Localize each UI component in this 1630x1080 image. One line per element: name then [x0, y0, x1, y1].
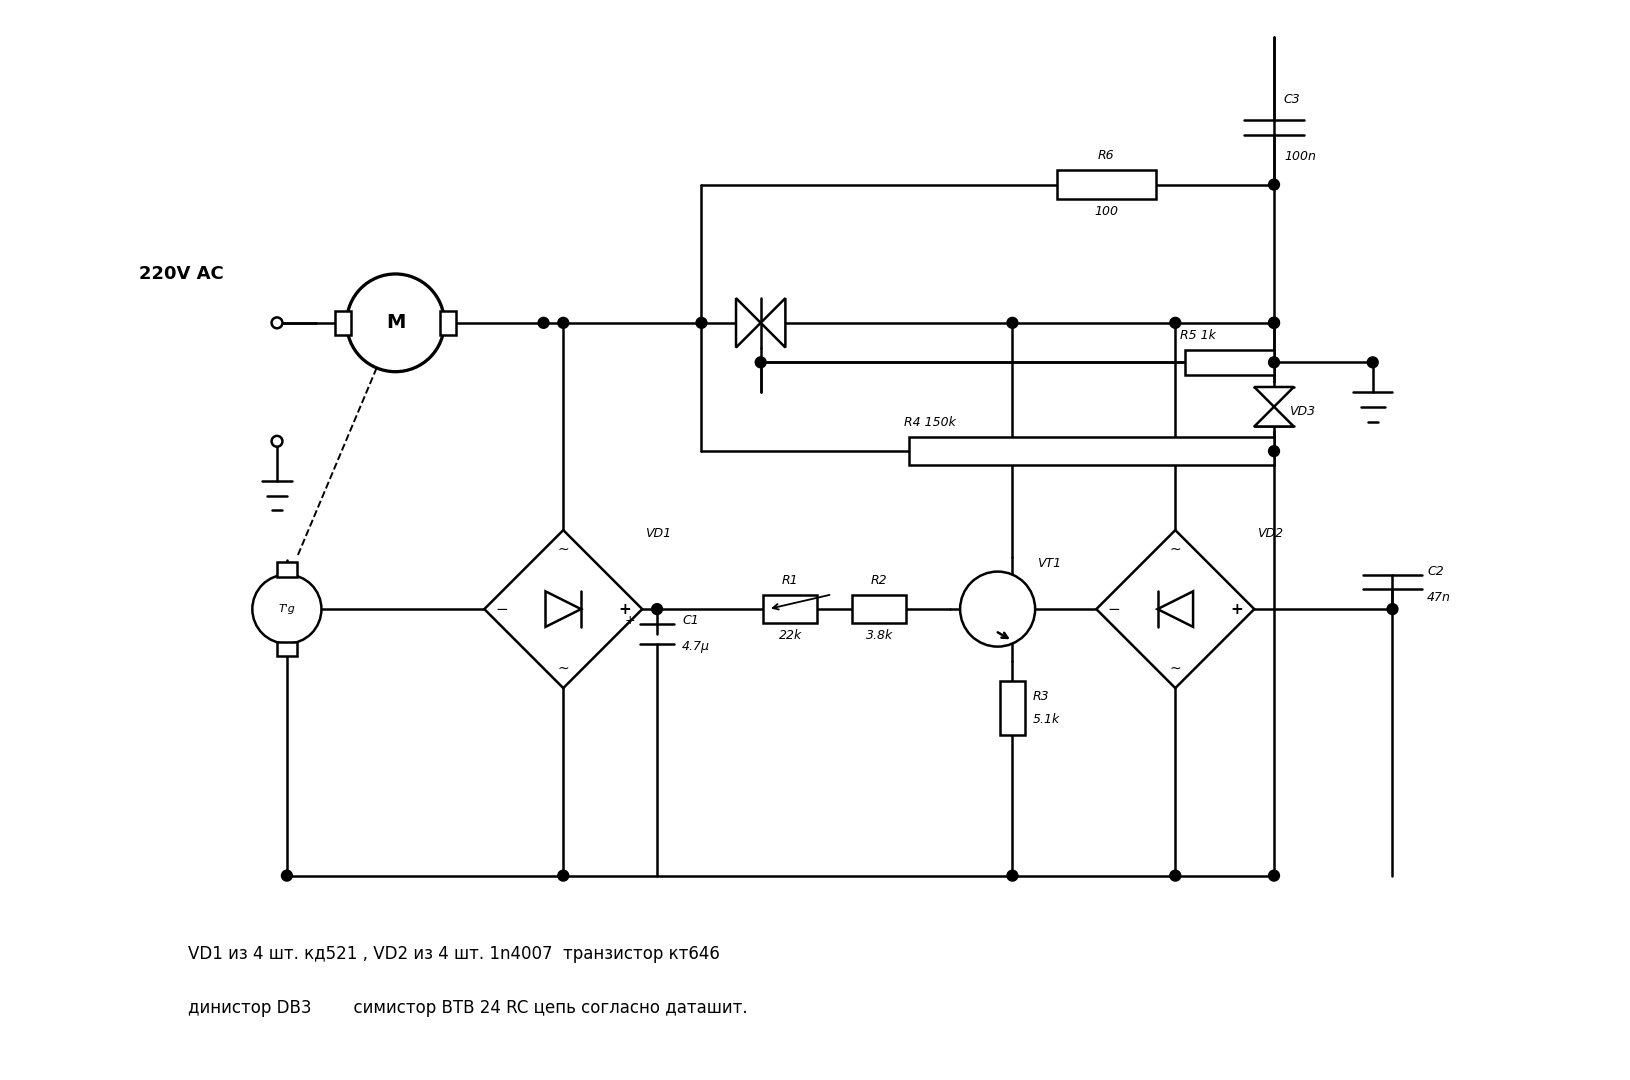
Polygon shape: [1253, 407, 1294, 427]
Bar: [910, 437, 1275, 465]
Circle shape: [1268, 318, 1280, 328]
Text: R1: R1: [782, 575, 799, 588]
Circle shape: [1268, 446, 1280, 457]
Bar: [440, 311, 456, 335]
Text: 4.7μ: 4.7μ: [683, 640, 711, 653]
Circle shape: [557, 318, 569, 328]
Circle shape: [652, 604, 662, 615]
Text: +: +: [1231, 602, 1244, 617]
Bar: [1001, 681, 1025, 735]
Text: R5 1k: R5 1k: [1180, 329, 1216, 342]
Circle shape: [696, 318, 707, 328]
Circle shape: [253, 575, 321, 644]
Text: R6: R6: [1099, 149, 1115, 162]
Text: VD2: VD2: [1257, 527, 1283, 540]
Circle shape: [1387, 604, 1399, 615]
Circle shape: [1268, 179, 1280, 190]
Circle shape: [1268, 356, 1280, 368]
Text: R4 150k: R4 150k: [905, 417, 955, 430]
Text: ~: ~: [1169, 543, 1182, 557]
Polygon shape: [1157, 592, 1193, 626]
Text: ~: ~: [557, 543, 569, 557]
Circle shape: [282, 870, 292, 881]
Text: VD1: VD1: [645, 527, 672, 540]
Polygon shape: [737, 298, 761, 348]
Text: ~: ~: [557, 661, 569, 675]
Circle shape: [1170, 870, 1180, 881]
Text: R2: R2: [870, 575, 887, 588]
Text: −: −: [1108, 602, 1120, 617]
Text: T'g: T'g: [279, 604, 295, 615]
Polygon shape: [1253, 387, 1294, 407]
Circle shape: [557, 870, 569, 881]
Text: C1: C1: [683, 615, 699, 627]
Text: C3: C3: [1284, 93, 1301, 106]
Bar: [1185, 350, 1275, 375]
Text: −: −: [496, 602, 509, 617]
Text: 100: 100: [1094, 205, 1118, 218]
Circle shape: [1007, 318, 1017, 328]
Text: 220V AC: 220V AC: [139, 266, 223, 283]
Circle shape: [272, 318, 282, 328]
Bar: [1056, 170, 1156, 200]
Text: C2: C2: [1426, 565, 1444, 578]
Polygon shape: [546, 592, 580, 626]
Circle shape: [755, 356, 766, 368]
Bar: [336, 311, 350, 335]
Text: 47n: 47n: [1426, 592, 1451, 605]
Circle shape: [960, 571, 1035, 647]
Polygon shape: [761, 298, 786, 348]
Text: R3: R3: [1033, 690, 1050, 703]
Text: +: +: [618, 602, 631, 617]
Circle shape: [1007, 870, 1017, 881]
Ellipse shape: [347, 274, 445, 372]
Text: 5.1k: 5.1k: [1033, 713, 1060, 726]
Text: VT1: VT1: [1037, 556, 1061, 569]
Bar: [277, 562, 297, 577]
Text: динистор DB3        симистор BTB 24 RC цепь согласно даташит.: динистор DB3 симистор BTB 24 RC цепь сог…: [187, 999, 748, 1017]
Text: +: +: [624, 615, 636, 627]
Text: 22k: 22k: [779, 629, 802, 642]
Circle shape: [272, 436, 282, 447]
Bar: [852, 595, 906, 623]
Circle shape: [1268, 318, 1280, 328]
Circle shape: [1268, 870, 1280, 881]
Text: 100n: 100n: [1284, 150, 1315, 163]
Text: VD3: VD3: [1289, 405, 1315, 418]
Text: VD1 из 4 шт. кд521 , VD2 из 4 шт. 1n4007  транзистор кт646: VD1 из 4 шт. кд521 , VD2 из 4 шт. 1n4007…: [187, 945, 720, 962]
Text: M: M: [386, 313, 406, 333]
Circle shape: [538, 318, 549, 328]
Bar: [277, 642, 297, 657]
Text: 3.8k: 3.8k: [866, 629, 893, 642]
Text: ~: ~: [1169, 661, 1182, 675]
Bar: [763, 595, 818, 623]
Circle shape: [1368, 356, 1377, 368]
Circle shape: [1170, 318, 1180, 328]
